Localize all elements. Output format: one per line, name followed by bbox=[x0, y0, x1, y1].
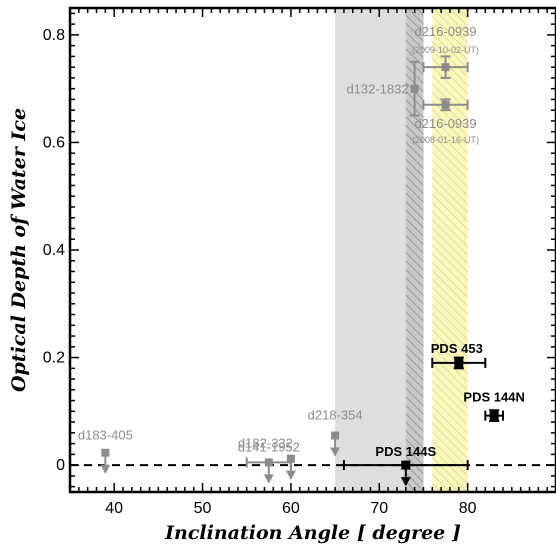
gray-point-4 bbox=[330, 431, 341, 457]
gray-point-label-4: d218-354 bbox=[308, 408, 363, 423]
gray-point-label-1: d216-0939 bbox=[414, 24, 476, 39]
gray-marker bbox=[264, 458, 273, 467]
tick-labels: 40 50 60 70 80 0 0.2 0.4 0.6 0.8 bbox=[43, 27, 477, 517]
shaded-region-3 bbox=[432, 8, 468, 492]
x-tick-label: 40 bbox=[105, 500, 123, 517]
gray-point-label-7: d183-405 bbox=[78, 428, 133, 443]
gray-marker bbox=[331, 431, 340, 440]
gray-marker bbox=[441, 63, 450, 72]
gray-marker bbox=[410, 84, 419, 93]
gray-point-3 bbox=[409, 60, 420, 117]
gray-upper-limit-arrow bbox=[330, 447, 341, 457]
gray-upper-limit-arrow bbox=[285, 470, 296, 480]
axis-ticks bbox=[69, 8, 556, 492]
gray-point-2 bbox=[422, 98, 469, 112]
black-upper-limit-arrow bbox=[400, 477, 411, 487]
gray-upper-limit-arrow bbox=[263, 474, 274, 484]
gray-point-label-3: d132-1832 bbox=[346, 82, 408, 97]
gray-point-1 bbox=[422, 55, 469, 79]
shaded-regions bbox=[335, 8, 468, 492]
data-marks bbox=[100, 55, 504, 487]
black-point-2 bbox=[484, 409, 504, 423]
shaded-region-2 bbox=[405, 8, 424, 492]
y-tick-label: 0.6 bbox=[43, 134, 65, 151]
gray-point-label-6: d141-1952 bbox=[238, 439, 300, 454]
gray-point-label-2: d216-0939 bbox=[414, 116, 476, 131]
black-marker bbox=[489, 411, 499, 421]
y-tick-label: 0.4 bbox=[43, 242, 65, 259]
black-point-label-2: PDS 144N bbox=[463, 390, 524, 405]
x-axis-title: Inclination Angle [ degree ] bbox=[164, 522, 461, 544]
gray-upper-limit-arrow bbox=[100, 464, 111, 474]
x-tick-label: 80 bbox=[459, 500, 477, 517]
black-point-label-3: PDS 144S bbox=[375, 444, 436, 459]
black-marker bbox=[401, 460, 411, 470]
gray-point-7 bbox=[100, 448, 111, 474]
black-marker bbox=[454, 358, 464, 368]
gray-marker bbox=[101, 448, 110, 457]
gray-point-sublabel-2: (2008-01-16-UT) bbox=[412, 135, 479, 145]
y-tick-label: 0.8 bbox=[43, 27, 65, 44]
x-tick-label: 50 bbox=[194, 500, 212, 517]
y-axis-title: Optical Depth of Water Ice bbox=[8, 108, 30, 392]
y-tick-label: 0.2 bbox=[43, 350, 65, 367]
gray-marker bbox=[441, 100, 450, 109]
point-labels: d216-0939 (2009-10-02-UT) d216-0939 (2008-0… bbox=[78, 24, 525, 459]
y-tick-label: 0 bbox=[56, 457, 65, 474]
black-point-3 bbox=[342, 460, 469, 487]
gray-point-label-5: d182-332 bbox=[238, 436, 293, 451]
gray-point-6 bbox=[245, 457, 292, 484]
x-tick-label: 70 bbox=[370, 500, 388, 517]
x-tick-label: 60 bbox=[282, 500, 300, 517]
black-point-label-1: PDS 453 bbox=[431, 341, 483, 356]
gray-point-sublabel-1: (2009-10-02-UT) bbox=[412, 45, 479, 55]
black-point-1 bbox=[431, 356, 487, 370]
